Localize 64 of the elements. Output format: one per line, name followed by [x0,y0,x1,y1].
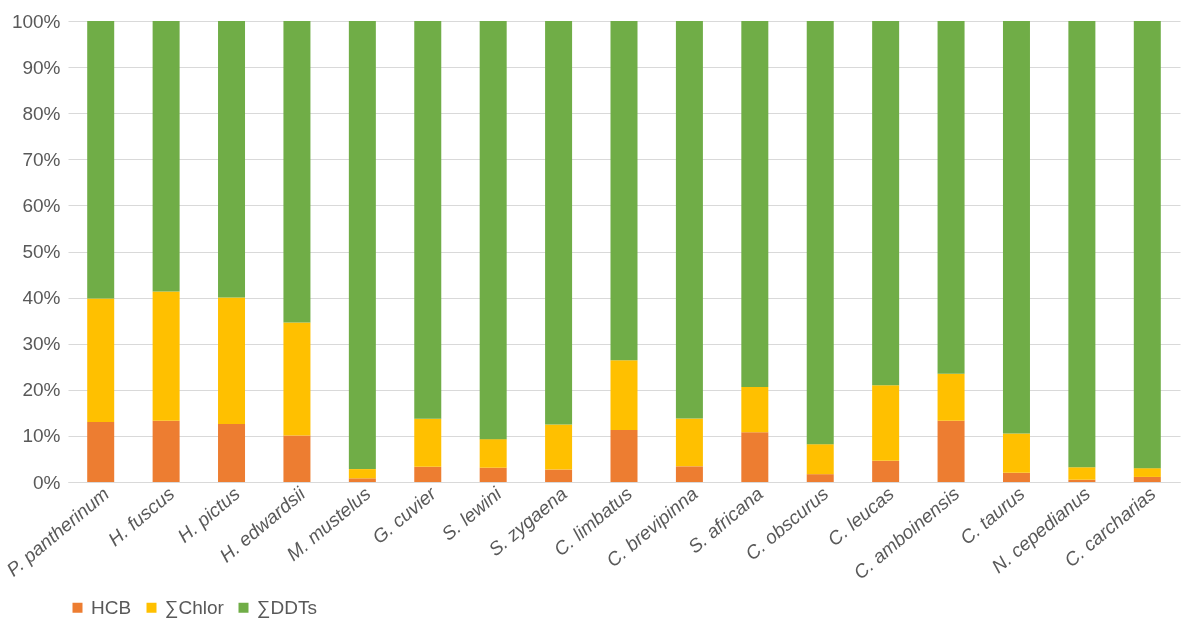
bar [806,444,834,475]
bar [545,469,573,482]
bar [675,21,703,419]
bar [348,478,376,482]
y-tick-label: 40% [22,287,61,309]
bar [414,21,442,419]
y-tick-label: 100% [11,10,61,32]
bar [741,387,769,433]
y-tick-label: 20% [22,379,61,401]
y-tick-label: 10% [22,425,61,447]
y-tick-label: 60% [22,194,61,216]
bar [806,21,834,445]
bar [741,21,769,388]
bar [741,432,769,482]
legend-label: ∑Chlor [165,596,225,619]
bar [152,291,180,421]
bar [545,424,573,470]
y-tick-label: 50% [22,241,61,262]
bar [87,422,115,482]
bar [152,21,180,292]
bar [1002,433,1030,473]
bar [283,322,311,436]
bar [937,21,965,374]
legend-label: ∑DDTs [257,596,317,619]
bar [87,21,115,299]
bar [479,467,507,482]
bar [218,21,246,298]
bar [479,439,507,468]
bar [283,435,311,482]
bar [872,21,900,386]
y-tick-label: 80% [22,102,61,124]
y-tick-label: 70% [22,148,61,170]
bar [218,297,246,424]
bar [152,420,180,482]
bar [610,429,638,482]
bar [414,466,442,482]
bar [1002,472,1030,482]
bar [414,418,442,467]
bar [1068,467,1096,480]
bar [348,469,376,479]
bar [218,423,246,482]
bar [610,21,638,361]
bar [87,298,115,423]
bar [937,373,965,421]
bar [675,418,703,467]
bar [479,21,507,440]
bar [872,460,900,482]
y-tick-label: 90% [22,56,61,78]
bar [348,21,376,470]
bar [283,21,311,323]
bar [1133,21,1161,469]
legend-label: HCB [91,596,132,618]
y-tick-label: 30% [22,333,61,355]
bar [1133,476,1161,482]
bar [806,474,834,482]
y-tick-label: 0% [33,471,61,493]
bar [675,466,703,482]
bar [1002,21,1030,434]
bar [1133,468,1161,477]
bar [610,360,638,430]
bar [937,420,965,482]
bar [1068,21,1096,468]
bar [872,385,900,461]
bar [545,21,573,425]
